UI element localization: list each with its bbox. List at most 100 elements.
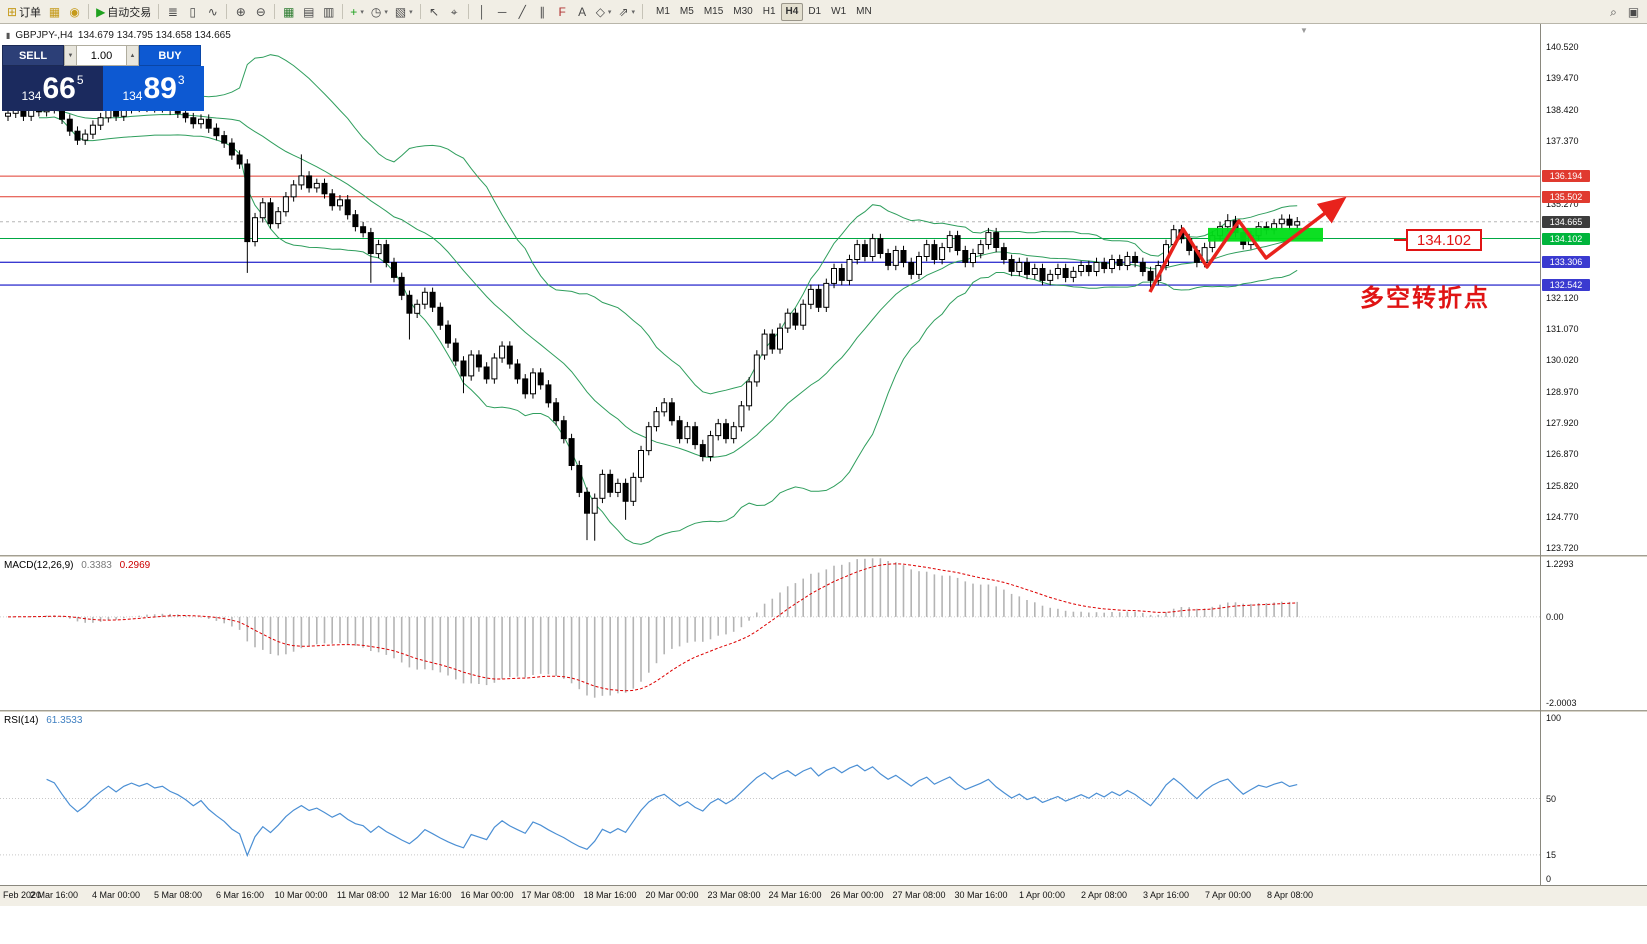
volume-decrease-button[interactable]: ▼ — [64, 45, 77, 66]
periods-button[interactable]: ◷ ▾ — [368, 2, 391, 22]
price-tick: 127.920 — [1546, 418, 1579, 428]
trendline-icon: ╱ — [518, 4, 526, 19]
horizontal-line-button[interactable]: ─ — [493, 2, 512, 22]
date-label: 3 Apr 16:00 — [1142, 890, 1190, 900]
fibonacci-button[interactable]: F — [553, 2, 572, 22]
indicators-icon: + — [350, 4, 358, 19]
tile-windows-button[interactable]: ▦ — [279, 2, 298, 22]
refresh-button[interactable]: ◉ — [65, 2, 84, 22]
sell-price-display[interactable]: 134 66 5 — [2, 66, 103, 111]
toolbar-separator — [274, 4, 276, 19]
cascade-windows-button[interactable]: ▤ — [299, 2, 318, 22]
date-label: 18 Mar 16:00 — [583, 890, 637, 900]
macd-signal-value: 0.2969 — [119, 560, 151, 571]
price-tick: 135.270 — [1546, 199, 1579, 209]
chevron-down-icon: ▾ — [360, 8, 364, 16]
timeframe-m30[interactable]: M30 — [728, 3, 757, 21]
date-label: 2 Mar 16:00 — [29, 890, 79, 900]
volume-increase-button[interactable]: ▲ — [126, 45, 139, 66]
chart-shift-marker[interactable]: ▼ — [1300, 26, 1308, 35]
arrows-button[interactable]: ⇗ ▾ — [615, 2, 638, 22]
buy-price-display[interactable]: 134 89 3 — [103, 66, 204, 111]
timeframe-mn[interactable]: MN — [851, 3, 877, 21]
shapes-button[interactable]: ◇ ▾ — [593, 2, 615, 22]
turning-point-annotation[interactable]: 多空转折点 — [1360, 285, 1490, 312]
new-order-button-label: 订单 — [19, 6, 42, 19]
toolbar-separator — [88, 4, 90, 19]
charts-window-icon: ▦ — [48, 4, 61, 19]
toolbar-separator — [642, 4, 644, 19]
timeframe-h4[interactable]: H4 — [780, 2, 804, 21]
rsi-panel-divider[interactable] — [0, 710, 1647, 712]
arrange-windows-button[interactable]: ▥ — [319, 2, 338, 22]
volume-input[interactable] — [77, 45, 126, 66]
timeframe-d1[interactable]: D1 — [803, 3, 826, 21]
macd-panel-divider[interactable] — [0, 555, 1647, 557]
indicators-button[interactable]: + ▾ — [347, 2, 367, 22]
rsi-panel: RSI(14) 61.3533 — [0, 712, 1540, 885]
price-tick: 131.070 — [1546, 324, 1579, 334]
new-order-button[interactable]: ⊞ 订单 — [4, 2, 44, 22]
bar-chart-button[interactable]: ≣ — [163, 2, 182, 22]
date-axis-divider — [0, 885, 1647, 886]
candlestick-chart-icon: ▯ — [189, 4, 197, 19]
trendline-button[interactable]: ╱ — [513, 2, 532, 22]
toolbar-separator — [342, 4, 344, 19]
vertical-line-button[interactable]: │ — [473, 2, 492, 22]
timeframe-h1[interactable]: H1 — [758, 3, 781, 21]
cascade-windows-icon: ▤ — [303, 4, 315, 19]
toolbar-separator — [467, 4, 469, 19]
macd-tick: -2.0003 — [1546, 698, 1577, 708]
timeframe-w1[interactable]: W1 — [826, 3, 851, 21]
buy-button[interactable]: BUY — [139, 45, 201, 66]
date-label: 4 Mar 00:00 — [91, 890, 141, 900]
rsi-canvas[interactable] — [0, 712, 1540, 885]
date-label: 2 Apr 08:00 — [1080, 890, 1128, 900]
level-callout-label[interactable]: 134.102 — [1406, 229, 1482, 251]
templates-button[interactable]: ▧ ▾ — [392, 2, 416, 22]
macd-canvas[interactable] — [0, 557, 1540, 710]
price-badge: 134.102 — [1542, 233, 1590, 245]
zoom-out-button[interactable]: ⊖ — [251, 2, 270, 22]
fibonacci-icon: F — [558, 4, 566, 19]
rsi-tick: 0 — [1546, 874, 1552, 884]
sell-price-big: 66 — [42, 72, 76, 105]
channel-button[interactable]: ∥ — [533, 2, 552, 22]
macd-panel: MACD(12,26,9) 0.3383 0.2969 — [0, 557, 1540, 710]
autotrade-button[interactable]: ▶ 自动交易 — [93, 2, 154, 22]
macd-axis[interactable]: 1.2293 0.00 -2.0003 — [1541, 557, 1647, 710]
trend-zigzag-arrow[interactable] — [1148, 196, 1347, 293]
price-chart-canvas[interactable] — [0, 24, 1540, 555]
candlestick-chart-button[interactable]: ▯ — [183, 2, 202, 22]
search-button[interactable]: ⌕ — [1604, 2, 1623, 22]
shapes-icon: ◇ — [595, 4, 605, 19]
price-tick: 128.970 — [1546, 387, 1579, 397]
chart-title-ohlc: 134.679 134.795 134.658 134.665 — [77, 30, 231, 41]
rsi-axis[interactable]: 100 50 15 0 — [1541, 712, 1647, 885]
line-chart-button[interactable]: ∿ — [203, 2, 222, 22]
sell-price-sup: 5 — [76, 73, 84, 87]
chart-title-symbol: GBPJPY-,H4 — [15, 30, 73, 41]
workspace-button[interactable]: ▣ — [1624, 2, 1643, 22]
zoom-in-button[interactable]: ⊕ — [231, 2, 250, 22]
charts-window-button[interactable]: ▦ — [45, 2, 64, 22]
rsi-header: RSI(14) 61.3533 — [4, 715, 82, 726]
cursor-button[interactable]: ↖ — [425, 2, 444, 22]
chevron-down-icon: ▾ — [409, 8, 413, 16]
price-tick: 123.720 — [1546, 543, 1579, 553]
timeframe-m1[interactable]: M1 — [651, 3, 675, 21]
price-tick: 125.820 — [1546, 481, 1579, 491]
sell-button[interactable]: SELL — [2, 45, 64, 66]
periods-icon: ◷ — [370, 4, 382, 19]
arrange-windows-icon: ▥ — [323, 4, 335, 19]
price-axis[interactable]: 140.520 139.470 138.420 137.370 135.270 132.1… — [1541, 24, 1647, 555]
date-axis[interactable]: Feb 2020 2 Mar 16:00 4 Mar 00:00 5 Mar 08:0… — [0, 886, 1647, 906]
text-button[interactable]: A — [573, 2, 592, 22]
candlestick-series — [5, 98, 1301, 541]
rsi-tick: 15 — [1546, 850, 1557, 860]
date-label: 17 Mar 08:00 — [521, 890, 575, 900]
crosshair-button[interactable]: ⌖ — [445, 2, 464, 22]
timeframe-m5[interactable]: M5 — [675, 3, 699, 21]
timeframe-m15[interactable]: M15 — [699, 3, 728, 21]
toolbar-separator — [226, 4, 228, 19]
